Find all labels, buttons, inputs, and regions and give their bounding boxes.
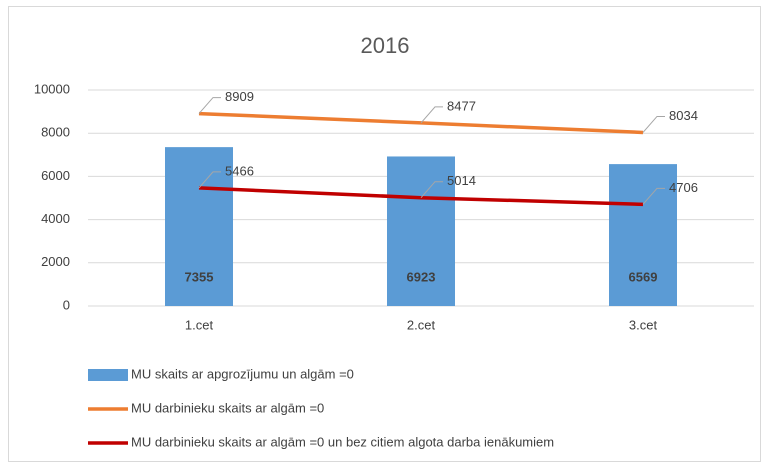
y-tick-label: 0 xyxy=(63,297,70,312)
legend-label: MU darbinieku skaits ar algām =0 xyxy=(131,400,324,415)
leader-line xyxy=(198,171,221,189)
line-value-label: 8909 xyxy=(225,89,254,104)
bar-value-label: 6569 xyxy=(629,269,658,284)
chart-title: 2016 xyxy=(361,33,410,58)
y-tick-label: 8000 xyxy=(41,125,70,140)
leader-line xyxy=(198,97,221,114)
line-value-label: 8034 xyxy=(669,108,698,123)
line-value-label: 5014 xyxy=(447,173,476,188)
y-tick-label: 2000 xyxy=(41,254,70,269)
bar-value-label: 7355 xyxy=(185,269,214,284)
line-value-label: 8477 xyxy=(447,98,476,113)
leader-line xyxy=(642,187,665,205)
bar xyxy=(609,164,677,306)
x-tick-label: 2.cet xyxy=(407,317,436,332)
line-value-label: 4706 xyxy=(669,180,698,195)
x-tick-label: 3.cet xyxy=(629,317,658,332)
x-tick-label: 1.cet xyxy=(185,317,214,332)
legend-label: MU darbinieku skaits ar algām =0 un bez … xyxy=(131,434,554,449)
bar-value-label: 6923 xyxy=(407,269,436,284)
y-tick-label: 10000 xyxy=(34,81,70,96)
leader-line xyxy=(642,115,665,133)
y-tick-label: 4000 xyxy=(41,211,70,226)
legend-label: MU skaits ar apgrozījumu un algām =0 xyxy=(131,366,354,381)
line-value-label: 5466 xyxy=(225,163,254,178)
y-tick-label: 6000 xyxy=(41,168,70,183)
leader-line xyxy=(420,181,443,199)
bar xyxy=(387,156,455,306)
legend-swatch xyxy=(88,369,128,381)
leader-line xyxy=(420,106,443,124)
bar xyxy=(165,147,233,306)
